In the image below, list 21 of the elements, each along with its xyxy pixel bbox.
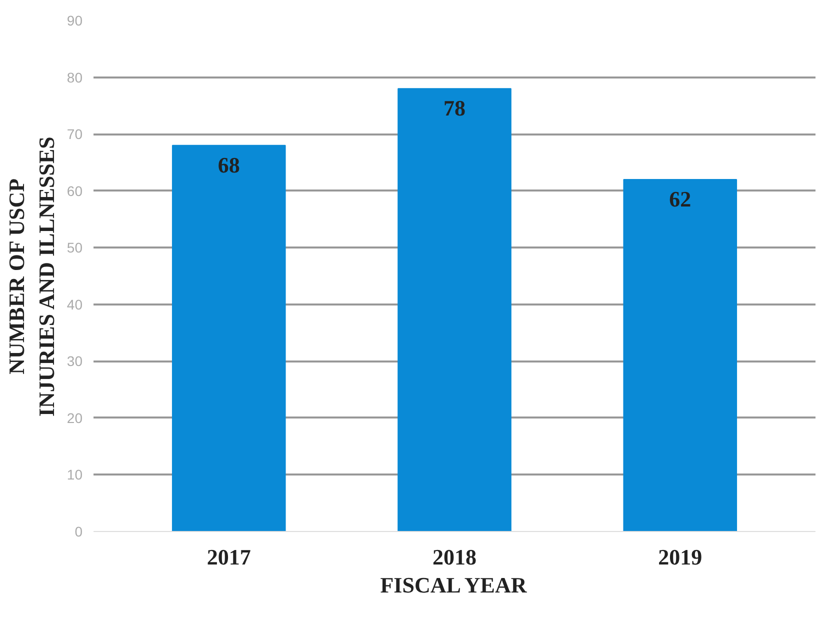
- y-tick-label: 10: [66, 466, 83, 483]
- y-tick-label: 0: [74, 524, 83, 540]
- x-axis-title: FISCAL YEAR: [380, 572, 528, 598]
- y-tick-label: 50: [66, 240, 83, 256]
- bar: [172, 144, 286, 532]
- data-label: 68: [218, 152, 240, 178]
- data-label: 62: [669, 186, 692, 212]
- y-tick-label: 20: [66, 410, 83, 426]
- y-tick-label: 70: [66, 126, 83, 142]
- y-tick-label: 60: [66, 182, 83, 199]
- y-tick-label: 80: [66, 69, 83, 86]
- data-label: 78: [444, 96, 466, 121]
- y-tick-label: 40: [66, 296, 83, 312]
- x-tick-label: 2019: [658, 544, 702, 570]
- bar: [398, 88, 512, 532]
- y-tick-label: 30: [66, 353, 83, 370]
- bar: [623, 178, 738, 532]
- x-tick-label: 2018: [432, 544, 476, 570]
- y-axis-title: NUMBER OF USCP INJURIES AND ILLNESSES: [4, 136, 59, 417]
- x-tick-label: 2017: [206, 544, 251, 570]
- y-tick-label: 90: [66, 12, 83, 28]
